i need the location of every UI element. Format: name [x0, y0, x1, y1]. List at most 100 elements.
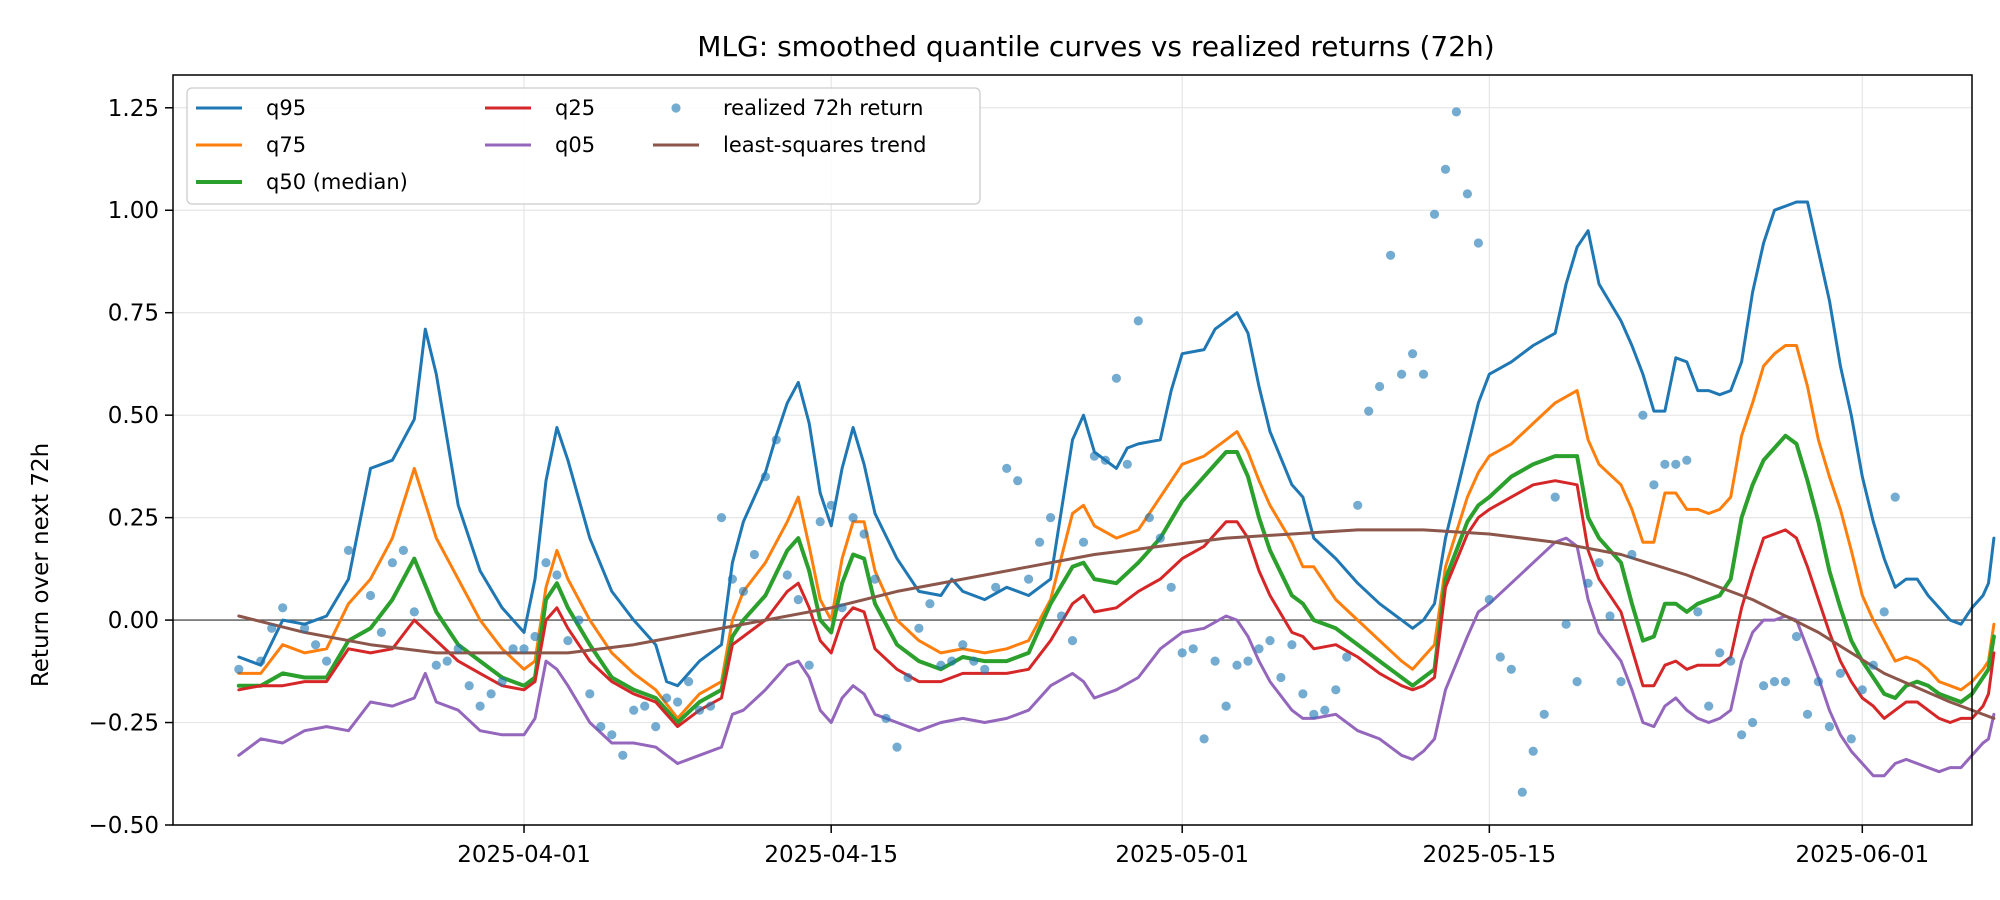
realized-return-point: [1364, 406, 1374, 416]
realized-return-point: [1177, 648, 1187, 658]
realized-return-point: [1320, 705, 1330, 715]
realized-return-point: [1737, 730, 1747, 740]
realized-return-point: [1649, 480, 1659, 490]
realized-return-point: [815, 517, 825, 527]
realized-return-point: [1298, 689, 1308, 699]
x-tick-label: 2025-04-15: [764, 842, 898, 868]
realized-return-point: [1386, 250, 1396, 260]
realized-return-point: [782, 570, 792, 580]
realized-return-point: [1429, 209, 1440, 219]
realized-return-point: [629, 705, 639, 715]
realized-return-point: [1122, 459, 1132, 469]
realized-return-point: [1835, 668, 1845, 679]
x-axis-ticks: 2025-04-01 2025-04-15 2025-05-01 2025-05-15…: [457, 825, 1929, 868]
y-tick-label: 0.00: [108, 608, 159, 634]
realized-return-point: [234, 664, 244, 674]
realized-return-point: [793, 595, 803, 605]
realized-return-point: [1002, 463, 1012, 473]
realized-return-point: [398, 545, 408, 556]
realized-return-point: [1605, 611, 1615, 621]
series-line-least-squares-trend: [237, 528, 1996, 720]
legend-label-q75: q75: [266, 133, 306, 157]
realized-return-point: [1111, 373, 1121, 383]
realized-return-point: [1067, 636, 1078, 646]
y-axis-ticks: −0.50 −0.25 0.00 0.25 0.50 0.75 1.00 1.25: [89, 96, 173, 839]
realized-return-point: [1166, 582, 1176, 592]
realized-return-point: [1495, 652, 1505, 662]
realized-return-point: [1451, 107, 1461, 117]
legend-item-q95: q95: [196, 96, 306, 120]
realized-return-point: [1616, 677, 1626, 687]
realized-return-point: [431, 660, 441, 670]
realized-return-point: [563, 636, 573, 646]
realized-return-point: [749, 549, 760, 560]
realized-return-point: [1024, 574, 1034, 584]
realized-return-point: [1221, 701, 1231, 711]
realized-return-point: [1627, 549, 1637, 560]
realized-return-point: [1254, 644, 1264, 654]
realized-return-point: [1704, 701, 1714, 711]
realized-return-point: [1671, 459, 1681, 469]
realized-return-point: [1857, 685, 1867, 695]
realized-return-point: [1089, 451, 1099, 461]
legend-item-q75: q75: [196, 133, 306, 157]
realized-return-point: [837, 603, 847, 613]
realized-return-point: [1890, 492, 1900, 502]
realized-return-point: [991, 582, 1001, 592]
realized-return-point: [1572, 677, 1582, 687]
realized-return-point: [716, 513, 727, 523]
realized-return-point: [475, 701, 485, 711]
realized-return-point: [1199, 734, 1209, 744]
realized-return-point: [881, 713, 891, 724]
realized-return-point: [1682, 455, 1692, 465]
realized-return-point: [1726, 656, 1736, 666]
y-tick-label: 1.25: [108, 96, 159, 122]
realized-return-point: [585, 689, 595, 699]
realized-return-point: [464, 681, 474, 691]
realized-return-point: [1561, 619, 1571, 629]
realized-return-point: [1440, 164, 1451, 174]
legend-item-least-squares-trend: least-squares trend: [653, 133, 927, 157]
realized-return-point: [442, 656, 452, 666]
y-tick-label: −0.50: [89, 813, 159, 839]
legend-item-realized-72h-return: realized 72h return: [671, 96, 924, 120]
realized-return-point: [1506, 664, 1516, 674]
realized-return-point: [343, 545, 354, 556]
realized-return-point: [1484, 595, 1494, 605]
realized-return-point: [1638, 410, 1648, 420]
legend-item-q25: q25: [485, 96, 595, 120]
realized-return-point: [1013, 476, 1023, 486]
realized-return-point: [1397, 369, 1407, 379]
realized-return-point: [1759, 681, 1769, 691]
y-tick-label: 0.50: [108, 403, 159, 429]
realized-return-point: [738, 586, 749, 597]
realized-return-point: [640, 701, 650, 711]
realized-return-point: [1232, 660, 1242, 670]
realized-return-point: [618, 750, 628, 760]
realized-return-point: [1539, 709, 1549, 719]
realized-return-point: [936, 660, 946, 670]
realized-return-point: [1276, 672, 1286, 683]
realized-return-point: [1210, 656, 1220, 666]
realized-return-point: [1375, 381, 1385, 392]
realized-return-point: [322, 656, 332, 666]
realized-return-point: [1846, 734, 1856, 744]
x-tick-label: 2025-06-01: [1795, 842, 1929, 868]
realized-return-point: [311, 640, 321, 650]
realized-return-point: [1353, 500, 1363, 510]
y-tick-label: −0.25: [89, 711, 159, 737]
realized-return-point: [1813, 677, 1823, 687]
realized-return-point: [1287, 640, 1297, 650]
realized-return-point: [1517, 787, 1527, 797]
legend-item-q05: q05: [485, 133, 595, 157]
realized-return-point: [1309, 709, 1319, 719]
realized-return-point: [1144, 513, 1154, 523]
legend-label-least-squares-trend: least-squares trend: [723, 133, 927, 157]
realized-return-point: [1715, 648, 1725, 658]
realized-return-point: [607, 730, 617, 740]
realized-return-point: [727, 574, 738, 584]
realized-return-point: [1462, 189, 1472, 199]
realized-return-point: [1078, 537, 1089, 547]
